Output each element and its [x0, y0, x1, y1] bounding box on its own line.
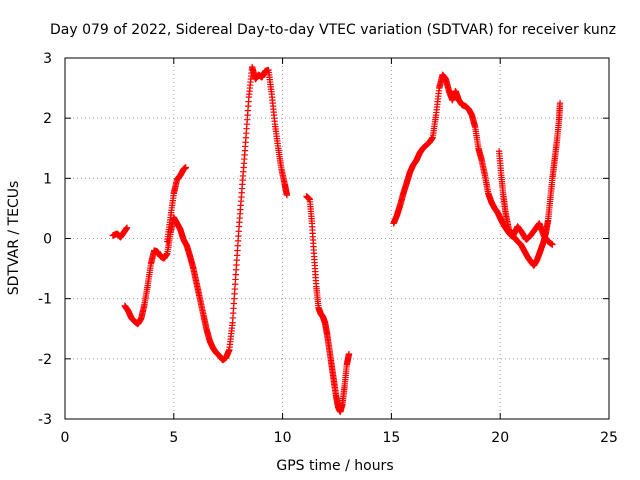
- chart-title: Day 079 of 2022, Sidereal Day-to-day VTE…: [50, 22, 616, 38]
- data-point: [182, 164, 189, 171]
- y-tick-label: 3: [43, 51, 52, 67]
- y-tick-label: -2: [38, 352, 52, 368]
- data-point: [283, 191, 291, 199]
- y-axis-label: SDTVAR / TECUs: [6, 181, 22, 296]
- y-tick-label: -1: [38, 292, 52, 308]
- x-tick-label: 0: [61, 430, 70, 446]
- y-tick-label: 0: [43, 232, 52, 248]
- y-tick-label: -3: [38, 412, 52, 428]
- data-point: [556, 99, 564, 107]
- data-point: [345, 350, 353, 358]
- x-tick-label: 15: [382, 430, 400, 446]
- y-tick-label: 1: [43, 171, 52, 187]
- y-tick-label: 2: [43, 111, 52, 127]
- x-tick-label: 20: [491, 430, 509, 446]
- x-tick-label: 5: [169, 430, 178, 446]
- x-axis-label: GPS time / hours: [276, 458, 393, 474]
- x-tick-label: 10: [274, 430, 292, 446]
- data-point: [549, 241, 556, 248]
- grid: [65, 58, 609, 419]
- data-marks: [109, 63, 564, 415]
- data-point: [123, 224, 131, 231]
- x-tick-label: 25: [600, 430, 618, 446]
- axis-ticks: 0 5 10 15 20 25 -3 -2 -1 0 1 2 3: [38, 51, 618, 446]
